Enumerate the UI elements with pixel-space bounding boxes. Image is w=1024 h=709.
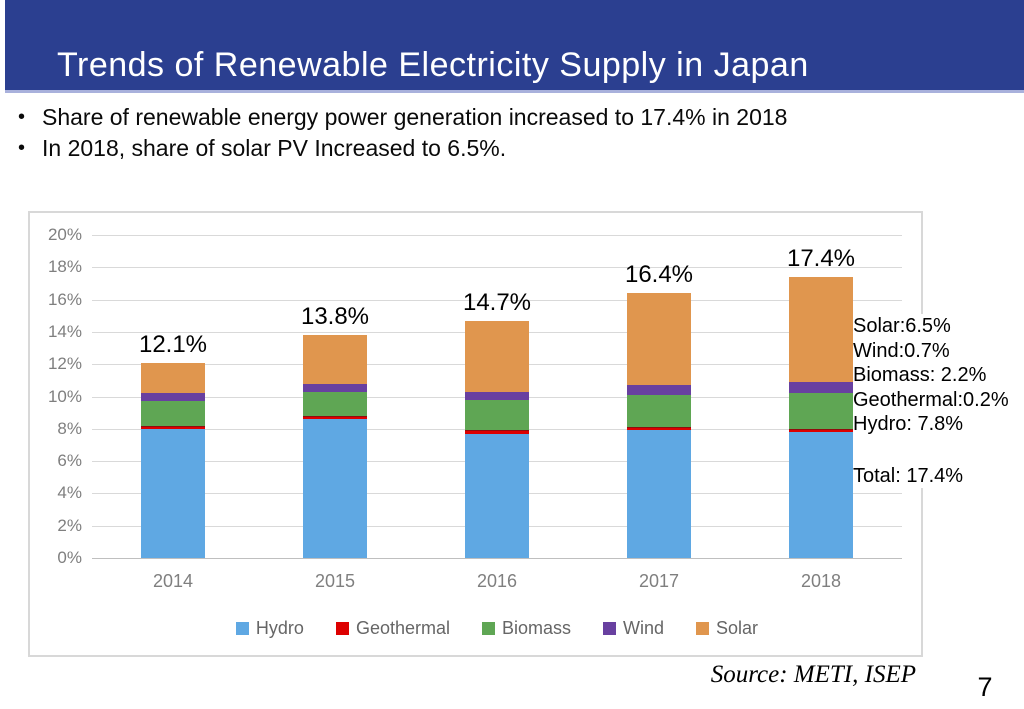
bar-segment-wind-2016	[465, 391, 529, 400]
bar-segment-geothermal-2014	[141, 425, 205, 429]
legend-swatch-geothermal	[335, 622, 349, 635]
bar-segment-biomass-2016	[465, 399, 529, 431]
bar-segment-hydro-2017	[627, 430, 691, 558]
gridline	[92, 235, 902, 236]
bar-segment-hydro-2015	[303, 419, 367, 558]
bullet-item: Share of renewable energy power generati…	[14, 102, 1010, 133]
bar-segment-hydro-2014	[141, 428, 205, 558]
y-axis-tick-label: 6%	[57, 451, 82, 471]
legend-swatch-biomass	[481, 622, 495, 635]
y-axis-tick-label: 8%	[57, 418, 82, 438]
legend-item-solar: Solar	[696, 618, 758, 639]
page-number: 7	[977, 672, 993, 702]
legend-item-hydro: Hydro	[235, 618, 304, 639]
bar-total-label-2015: 13.8%	[300, 303, 370, 331]
bar-segment-biomass-2014	[141, 401, 205, 426]
y-axis-tick-label: 12%	[47, 354, 82, 374]
bar-segment-geothermal-2015	[303, 415, 367, 420]
y-axis-tick-label: 4%	[57, 483, 82, 503]
y-axis-tick-label: 14%	[47, 321, 82, 341]
gridline	[92, 299, 902, 301]
legend-label-geothermal: Geothermal	[355, 618, 450, 638]
bar-segment-solar-2018	[789, 276, 853, 382]
bar-segment-biomass-2018	[789, 393, 853, 429]
bar-segment-biomass-2017	[627, 394, 691, 428]
bullet-list: Share of renewable energy power generati…	[14, 102, 1010, 164]
chart-annotation-2018-breakdown: Solar:6.5% Wind:0.7% Biomass: 2.2% Geoth…	[853, 314, 1023, 488]
x-axis-tick-label-2015: 2015	[314, 571, 356, 591]
bar-segment-geothermal-2016	[465, 430, 529, 434]
x-axis-tick-label-2016: 2016	[476, 571, 518, 591]
legend-item-wind: Wind	[603, 618, 664, 639]
annotation-line-hydro: Hydro: 7.8%	[853, 413, 964, 435]
bar-total-label-2014: 12.1%	[138, 330, 208, 358]
legend-label-biomass: Biomass	[501, 618, 572, 638]
title-bar: Trends of Renewable Electricity Supply i…	[5, 0, 1024, 93]
annotation-total: Total: 17.4%	[853, 464, 964, 487]
bar-segment-wind-2014	[141, 393, 205, 402]
bar-segment-solar-2017	[627, 293, 691, 386]
annotation-line-wind: Wind:0.7%	[853, 339, 950, 362]
y-axis-tick-label: 2%	[57, 515, 82, 535]
legend-item-geothermal: Geothermal	[335, 618, 450, 639]
bar-total-label-2018: 17.4%	[786, 244, 856, 272]
annotation-line-geothermal: Geothermal:0.2%	[853, 388, 1009, 411]
gridline	[92, 267, 902, 269]
y-axis-tick-label: 10%	[47, 386, 82, 406]
legend-item-biomass: Biomass	[481, 618, 572, 639]
bar-segment-solar-2015	[303, 335, 367, 384]
bar-total-label-2016: 14.7%	[462, 288, 532, 316]
bullet-item: In 2018, share of solar PV Increased to …	[14, 133, 1010, 164]
y-axis-tick-label: 0%	[57, 548, 82, 567]
bar-segment-biomass-2015	[303, 391, 367, 416]
legend-swatch-wind	[603, 622, 617, 635]
x-axis-tick-label-2017: 2017	[638, 571, 680, 591]
bar-segment-wind-2015	[303, 383, 367, 392]
bar-segment-hydro-2018	[789, 432, 853, 558]
bar-segment-solar-2014	[141, 362, 205, 394]
stacked-bar-chart: 0% 2% 4% 6% 8% 10% 12% 14% 16% 18% 20% 12.1% 2014 13.…	[28, 211, 923, 657]
y-axis-tick-label: 18%	[47, 257, 82, 277]
y-axis-tick-label: 20%	[47, 225, 82, 244]
x-axis-tick-label-2014: 2014	[152, 571, 194, 591]
bar-segment-geothermal-2018	[789, 428, 853, 433]
legend-swatch-solar	[696, 622, 710, 635]
bar-total-label-2017: 16.4%	[624, 261, 694, 289]
source-citation: Source: METI, ISEP	[710, 661, 916, 688]
chart-legend: Hydro Geothermal Biomass Wind Solar	[92, 618, 902, 639]
bar-segment-geothermal-2017	[627, 427, 691, 431]
legend-label-hydro: Hydro	[255, 618, 304, 638]
annotation-line-solar: Solar:6.5%	[853, 315, 951, 337]
bar-segment-solar-2016	[465, 320, 529, 392]
x-axis-tick-label-2018: 2018	[800, 571, 842, 591]
annotation-line-biomass: Biomass: 2.2%	[853, 364, 987, 386]
legend-label-solar: Solar	[716, 618, 759, 638]
legend-swatch-hydro	[235, 622, 249, 635]
slide-title: Trends of Renewable Electricity Supply i…	[57, 46, 809, 84]
gridline	[92, 558, 902, 559]
legend-label-wind: Wind	[623, 618, 665, 638]
bar-segment-wind-2018	[789, 381, 853, 394]
y-axis-tick-label: 16%	[47, 289, 82, 309]
bar-segment-hydro-2016	[465, 433, 529, 558]
bar-segment-wind-2017	[627, 385, 691, 395]
